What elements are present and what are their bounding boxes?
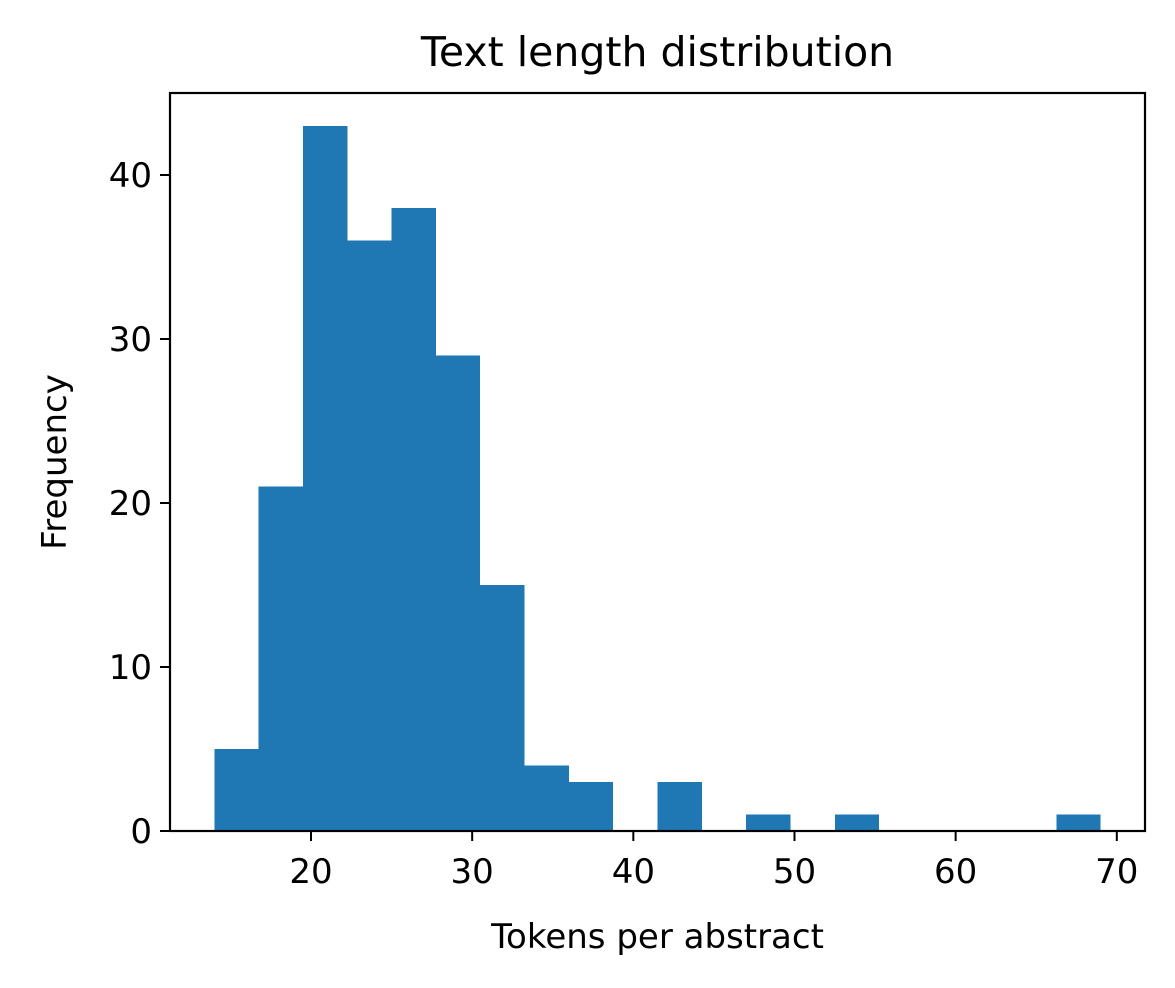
- x-tick-label: 30: [451, 852, 494, 892]
- x-tick-label: 40: [612, 852, 655, 892]
- histogram-bar: [347, 240, 392, 832]
- y-axis-label: Frequency: [35, 374, 75, 550]
- histogram-bar: [524, 765, 569, 831]
- y-tick-label: 10: [109, 648, 152, 688]
- histogram-bar: [391, 207, 436, 832]
- histogram-bar: [302, 125, 348, 832]
- y-tick-label: 0: [130, 812, 152, 852]
- x-axis-label: Tokens per abstract: [490, 917, 824, 957]
- chart-title: Text length distribution: [420, 28, 894, 76]
- y-tick-label: 40: [109, 156, 152, 196]
- x-tick-label: 60: [934, 852, 977, 892]
- plot-frame: [168, 91, 1147, 833]
- x-tick-label: 50: [773, 852, 816, 892]
- histogram-bar: [480, 585, 525, 831]
- histogram-bar: [258, 486, 303, 831]
- y-tick-label: 20: [109, 484, 152, 524]
- y-tick-label: 30: [109, 320, 152, 360]
- histogram-bar: [435, 355, 481, 831]
- x-tick-label: 70: [1095, 852, 1138, 892]
- bars-layer: [214, 125, 1101, 832]
- histogram-bar: [1056, 814, 1101, 831]
- histogram-bar: [834, 814, 880, 831]
- x-tick-label: 20: [289, 852, 332, 892]
- histogram-bar: [746, 814, 791, 831]
- histogram-bar: [568, 781, 614, 831]
- ticks-layer: 20 30 40 50 60 70 0 10 20 30 40: [109, 156, 1139, 892]
- histogram-bar: [214, 749, 259, 831]
- histogram-bar: [657, 781, 702, 831]
